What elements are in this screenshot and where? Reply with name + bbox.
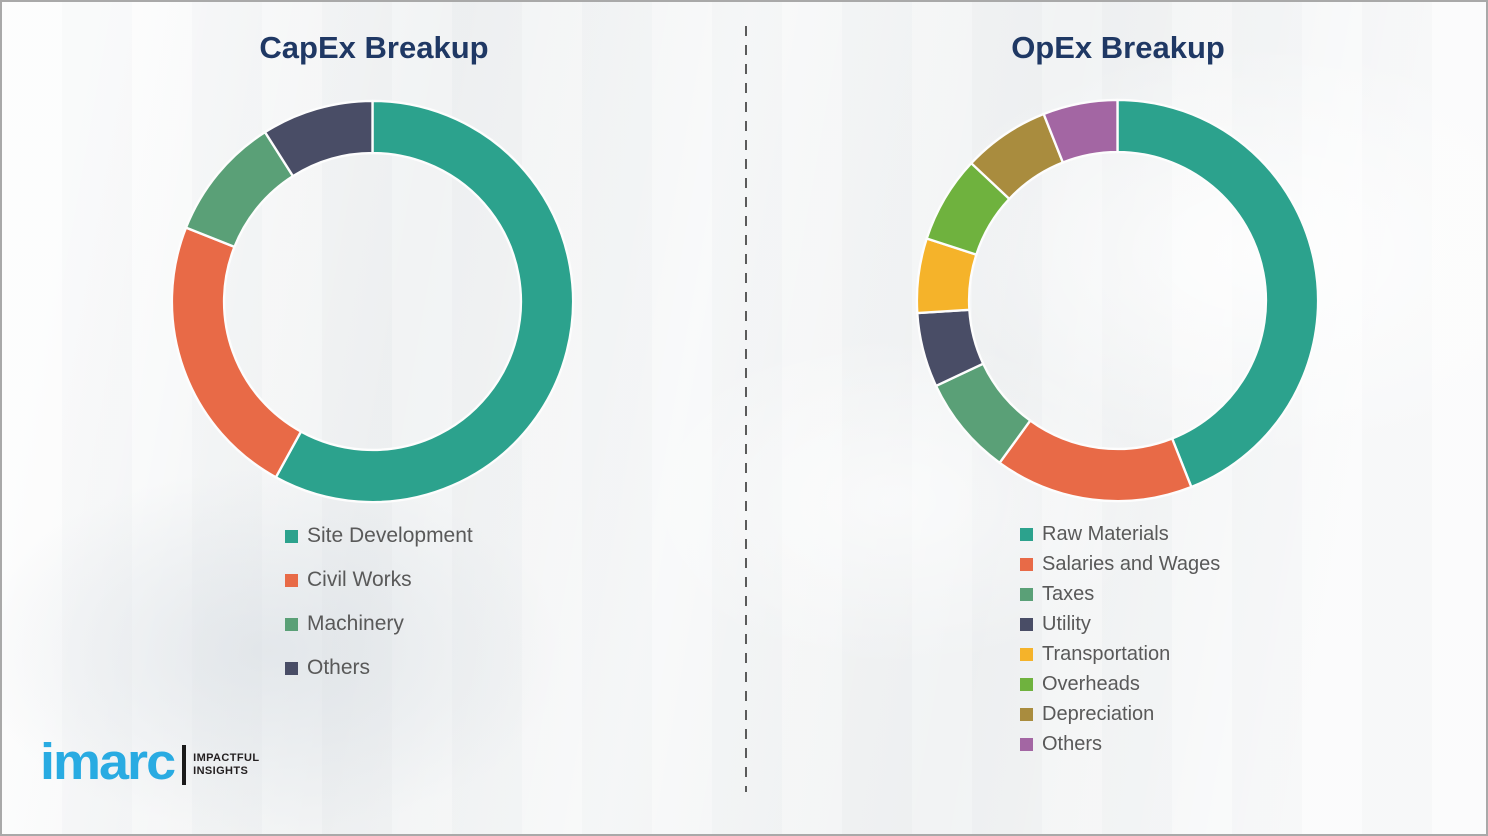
legend-label: Site Development	[307, 524, 473, 547]
donut-segment-raw-materials	[1116, 98, 1320, 489]
legend-item: Site Development	[285, 514, 473, 558]
donut-segment-salaries-and-wages	[998, 419, 1193, 503]
dashed-divider	[745, 26, 747, 792]
legend-label: Taxes	[1042, 582, 1095, 605]
opex-legend: Raw Materials Salaries and Wages Taxes U…	[1020, 519, 1220, 759]
legend-label: Machinery	[307, 612, 404, 635]
legend-item: Taxes	[1020, 579, 1220, 609]
capex-donut-chart	[170, 99, 575, 504]
legend-label: Utility	[1042, 612, 1091, 635]
legend-label: Raw Materials	[1042, 522, 1169, 545]
donut-segment-site-development	[274, 99, 575, 504]
donut-segment-civil-works	[170, 226, 303, 479]
legend-label: Transportation	[1042, 642, 1171, 665]
imarc-logo: imarc IMPACTFUL INSIGHTS	[40, 735, 259, 789]
imarc-tagline-line1: IMPACTFUL	[193, 752, 260, 765]
imarc-logo-wordmark: imarc	[40, 733, 176, 791]
legend-swatch	[285, 529, 298, 543]
legend-item: Others	[1020, 729, 1220, 759]
legend-label: Civil Works	[307, 568, 412, 591]
legend-swatch	[1020, 647, 1033, 661]
donut-segment-others	[263, 99, 374, 178]
capex-legend: Site Development Civil Works Machinery O…	[285, 514, 473, 690]
legend-swatch	[285, 573, 298, 587]
opex-chart-title: OpEx Breakup	[1011, 30, 1225, 65]
legend-item: Salaries and Wages	[1020, 549, 1220, 579]
legend-swatch	[1020, 527, 1033, 541]
legend-label: Others	[1042, 732, 1103, 755]
legend-item: Utility	[1020, 609, 1220, 639]
legend-swatch	[1020, 677, 1033, 691]
legend-item: Others	[285, 646, 473, 690]
legend-item: Civil Works	[285, 558, 473, 602]
legend-item: Raw Materials	[1020, 519, 1220, 549]
donut-segment-others	[1042, 98, 1119, 164]
imarc-tagline-line2: INSIGHTS	[193, 765, 249, 777]
legend-swatch	[1020, 557, 1033, 571]
legend-swatch	[285, 617, 298, 631]
legend-label: Overheads	[1042, 672, 1140, 695]
capex-chart-title: CapEx Breakup	[259, 30, 489, 65]
legend-swatch	[1020, 737, 1033, 751]
legend-swatch	[1020, 617, 1033, 631]
legend-item: Depreciation	[1020, 699, 1220, 729]
legend-item: Transportation	[1020, 639, 1220, 669]
legend-item: Machinery	[285, 602, 473, 646]
legend-swatch	[1020, 707, 1033, 721]
legend-label: Salaries and Wages	[1042, 552, 1221, 575]
imarc-logo-divider-bar	[182, 745, 187, 785]
legend-swatch	[285, 661, 298, 675]
legend-label: Depreciation	[1042, 702, 1155, 725]
imarc-logo-tagline: IMPACTFUL INSIGHTS	[193, 752, 259, 777]
legend-item: Overheads	[1020, 669, 1220, 699]
legend-swatch	[1020, 587, 1033, 601]
legend-label: Others	[307, 656, 371, 679]
opex-donut-chart	[915, 98, 1320, 503]
